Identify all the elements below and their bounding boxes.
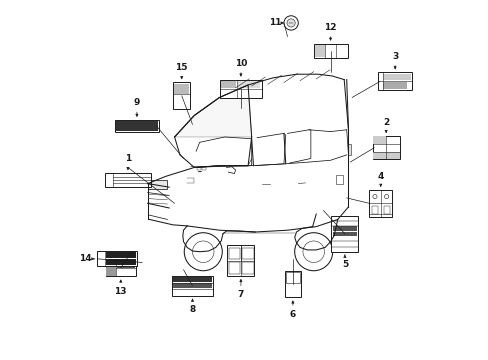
Bar: [171, 276, 213, 296]
Bar: [314, 45, 325, 57]
Text: 1: 1: [124, 154, 131, 163]
Bar: [383, 74, 410, 81]
Bar: [383, 206, 389, 213]
Bar: [106, 259, 136, 265]
Bar: [114, 120, 159, 132]
Text: 6: 6: [289, 310, 295, 319]
Bar: [227, 246, 254, 276]
Bar: [221, 81, 235, 87]
Bar: [313, 44, 347, 58]
Bar: [285, 272, 299, 283]
Polygon shape: [174, 85, 251, 137]
Text: 14: 14: [79, 255, 91, 264]
Bar: [97, 251, 137, 266]
Bar: [173, 283, 212, 288]
Bar: [106, 252, 136, 258]
Bar: [115, 121, 158, 131]
Bar: [371, 206, 377, 213]
Text: 12: 12: [324, 23, 336, 32]
Text: 4: 4: [377, 172, 383, 181]
Text: 2: 2: [382, 118, 388, 127]
Bar: [173, 276, 212, 282]
Bar: [174, 84, 189, 94]
Bar: [117, 260, 135, 267]
Circle shape: [286, 19, 295, 27]
Bar: [147, 180, 167, 189]
Bar: [332, 231, 357, 237]
Text: 5: 5: [341, 260, 347, 269]
Bar: [332, 226, 357, 231]
Bar: [241, 248, 253, 259]
Bar: [331, 216, 358, 252]
Bar: [105, 259, 136, 276]
Bar: [347, 144, 350, 155]
Bar: [335, 175, 343, 184]
Text: 15: 15: [175, 63, 187, 72]
Bar: [377, 72, 411, 90]
Bar: [241, 262, 253, 274]
Bar: [106, 260, 116, 276]
Bar: [228, 248, 240, 259]
Bar: [372, 136, 399, 159]
Text: 10: 10: [234, 59, 246, 68]
Bar: [372, 136, 386, 144]
Bar: [368, 190, 392, 217]
Bar: [173, 82, 190, 109]
Bar: [228, 262, 240, 274]
Text: 8: 8: [189, 305, 195, 314]
Bar: [383, 82, 406, 89]
Text: 13: 13: [114, 287, 127, 296]
Bar: [104, 173, 151, 187]
Text: 3: 3: [391, 52, 397, 61]
Bar: [202, 167, 205, 170]
Circle shape: [284, 16, 298, 30]
Text: 9: 9: [133, 98, 140, 107]
Bar: [238, 81, 260, 87]
Bar: [372, 152, 386, 159]
Bar: [220, 80, 261, 98]
Bar: [197, 167, 201, 170]
Bar: [386, 152, 399, 159]
Text: 7: 7: [237, 290, 244, 299]
Text: 11: 11: [268, 18, 281, 27]
Bar: [285, 271, 301, 297]
